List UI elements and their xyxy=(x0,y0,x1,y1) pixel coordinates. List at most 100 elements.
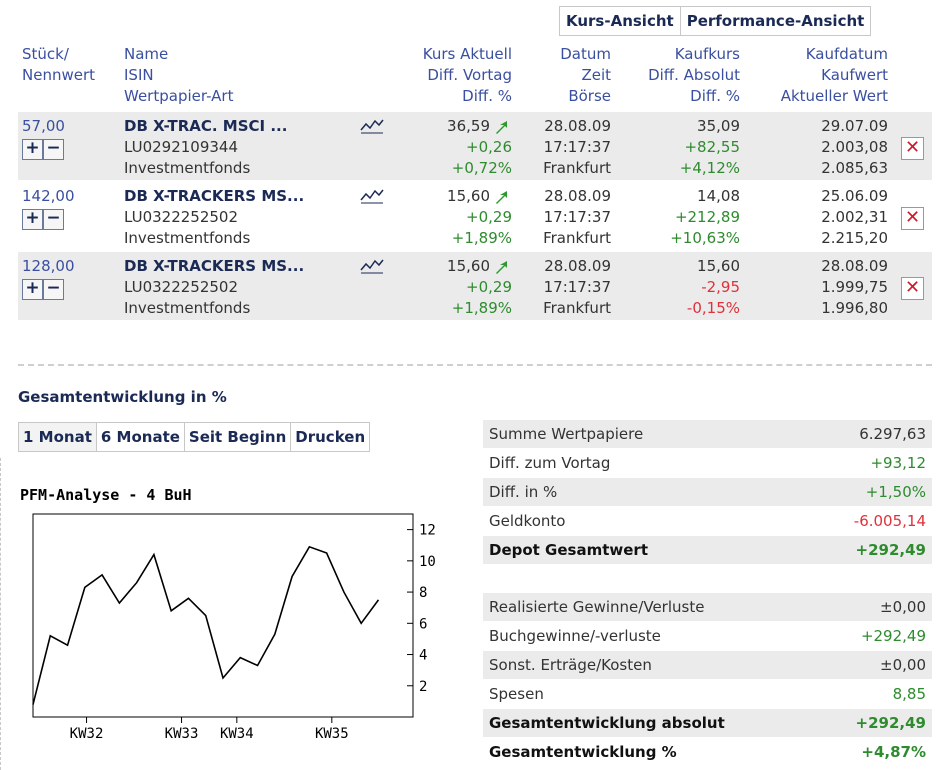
x-tick-label: KW34 xyxy=(220,726,254,742)
holding-name-link[interactable]: DB X-TRAC. MSCI ... xyxy=(124,117,288,135)
section-divider xyxy=(18,364,932,366)
x-tick-label: KW33 xyxy=(165,726,199,742)
holding-datum: 28.08.09 xyxy=(544,257,611,275)
holding-aktueller-wert: 2.085,63 xyxy=(821,159,888,177)
summary-value: ±0,00 xyxy=(880,598,926,616)
tab-seit-beginn[interactable]: Seit Beginn xyxy=(184,422,292,452)
holding-diff-abs: +212,89 xyxy=(674,208,740,226)
print-button[interactable]: Drucken xyxy=(291,422,371,452)
minus-button[interactable]: − xyxy=(43,279,64,300)
holding-kurs: 15,60 xyxy=(447,187,490,205)
tab-performance-ansicht[interactable]: Performance-Ansicht xyxy=(680,6,872,36)
y-tick-label: 12 xyxy=(419,523,436,539)
header-qty-line2: Nennwert xyxy=(22,66,96,84)
line-chart-icon[interactable] xyxy=(360,258,384,274)
summary-label: Realisierte Gewinne/Verluste xyxy=(489,598,705,616)
plus-button[interactable]: + xyxy=(22,139,43,160)
header-qty: Stück/ Nennwert xyxy=(22,44,95,86)
section-title: Gesamtentwicklung in % xyxy=(18,388,227,406)
trend-up-arrow-icon xyxy=(496,121,507,134)
holding-kaufwert: 1.999,75 xyxy=(821,278,888,296)
holding-diff-abs-pct: +4,12% xyxy=(679,159,740,177)
holding-name-link[interactable]: DB X-TRACKERS MS... xyxy=(124,187,305,205)
holding-row-3: 128,00 + − DB X-TRACKERS MS... LU0322252… xyxy=(18,252,932,320)
y-tick-label: 6 xyxy=(419,616,427,632)
header-kaufkurs-line1: Kaufkurs xyxy=(674,45,740,63)
holding-diff-abs: -2,95 xyxy=(701,278,740,296)
holding-type: Investmentfonds xyxy=(124,299,251,317)
left-dashed-rule xyxy=(0,458,1,770)
summary-value: +292,49 xyxy=(855,714,926,732)
y-tick-label: 8 xyxy=(419,585,427,601)
summary-row: Realisierte Gewinne/Verluste ±0,00 xyxy=(483,593,932,621)
holding-isin: LU0322252502 xyxy=(124,208,239,226)
holding-zeit: 17:17:37 xyxy=(543,138,611,156)
summary-label: Sonst. Erträge/Kosten xyxy=(489,656,652,674)
summary-value: +4,87% xyxy=(861,743,926,761)
holding-aktueller-wert: 2.215,20 xyxy=(821,229,888,247)
summary-row: Geldkonto -6.005,14 xyxy=(483,507,932,535)
summary-value: -6.005,14 xyxy=(853,512,926,530)
period-tabs: 1 Monat 6 Monate Seit Beginn Drucken xyxy=(18,422,371,452)
holding-diff-pct: +0,72% xyxy=(451,159,512,177)
view-tabs: Kurs-Ansicht Performance-Ansicht xyxy=(559,6,872,36)
delete-x-icon[interactable]: ✕ xyxy=(901,277,924,300)
summary-value: +292,49 xyxy=(860,627,926,645)
summary-value: ±0,00 xyxy=(880,656,926,674)
header-kaufdatum-line2: Kaufwert xyxy=(821,66,888,84)
series-line xyxy=(32,545,380,705)
holding-qty: 142,00 xyxy=(22,187,75,205)
holding-type: Investmentfonds xyxy=(124,159,251,177)
tab-kurs-ansicht[interactable]: Kurs-Ansicht xyxy=(559,6,681,36)
summary-label: Diff. zum Vortag xyxy=(489,454,611,472)
y-axis: 2 4 6 8 10 12 xyxy=(407,523,436,695)
plus-button[interactable]: + xyxy=(22,279,43,300)
holding-datum: 28.08.09 xyxy=(544,117,611,135)
holding-name-link[interactable]: DB X-TRACKERS MS... xyxy=(124,257,305,275)
summary-label: Spesen xyxy=(489,685,544,703)
summary-label: Buchgewinne/-verluste xyxy=(489,627,661,645)
holding-diff-abs: +82,55 xyxy=(684,138,740,156)
delete-x-icon[interactable]: ✕ xyxy=(901,137,924,160)
header-kurs: Kurs Aktuell Diff. Vortag Diff. % xyxy=(360,44,512,107)
delete-x-icon[interactable]: ✕ xyxy=(901,207,924,230)
holding-kaufkurs: 14,08 xyxy=(697,187,740,205)
tab-6-monate[interactable]: 6 Monate xyxy=(96,422,185,452)
line-chart-icon[interactable] xyxy=(360,188,384,204)
holding-diff-abs-pct: -0,15% xyxy=(686,299,740,317)
holding-diff-vortag: +0,26 xyxy=(466,138,512,156)
summary-label: Gesamtentwicklung % xyxy=(489,743,677,761)
header-name-line2: ISIN xyxy=(124,66,154,84)
summary-label: Geldkonto xyxy=(489,512,566,530)
holding-diff-pct: +1,89% xyxy=(451,299,512,317)
summary-row: Sonst. Erträge/Kosten ±0,00 xyxy=(483,651,932,679)
header-kaufkurs-line3: Diff. % xyxy=(690,87,740,105)
header-kurs-line2: Diff. Vortag xyxy=(427,66,512,84)
summary-label: Diff. in % xyxy=(489,483,558,501)
holding-kaufwert: 2.003,08 xyxy=(821,138,888,156)
minus-button[interactable]: − xyxy=(43,139,64,160)
holding-row-2: 142,00 + − DB X-TRACKERS MS... LU0322252… xyxy=(18,182,932,250)
plus-button[interactable]: + xyxy=(22,209,43,230)
minus-button[interactable]: − xyxy=(43,209,64,230)
trend-up-arrow-icon xyxy=(496,191,507,204)
header-kurs-line1: Kurs Aktuell xyxy=(422,45,512,63)
summary-value: +292,49 xyxy=(855,541,926,559)
header-name-line3: Wertpapier-Art xyxy=(124,87,234,105)
line-chart-icon[interactable] xyxy=(360,118,384,134)
summary-row: Diff. in % +1,50% xyxy=(483,478,932,506)
header-qty-line1: Stück/ xyxy=(22,45,69,63)
holding-row-1: 57,00 + − DB X-TRAC. MSCI ... LU02921093… xyxy=(18,112,932,180)
header-kaufdatum: Kaufdatum Kaufwert Aktueller Wert xyxy=(750,44,888,107)
trend-up-arrow-icon xyxy=(496,261,507,274)
tab-1-monat[interactable]: 1 Monat xyxy=(18,422,97,452)
y-tick-label: 4 xyxy=(419,648,427,664)
holding-type: Investmentfonds xyxy=(124,229,251,247)
header-kaufkurs: Kaufkurs Diff. Absolut Diff. % xyxy=(620,44,740,107)
x-axis: KW32 KW33 KW34 KW35 xyxy=(70,717,349,742)
header-datum-line2: Zeit xyxy=(581,66,611,84)
holding-qty: 57,00 xyxy=(22,117,65,135)
holding-isin: LU0322252502 xyxy=(124,278,239,296)
holding-kaufdatum: 25.06.09 xyxy=(821,187,888,205)
summary-label: Summe Wertpapiere xyxy=(489,425,644,443)
